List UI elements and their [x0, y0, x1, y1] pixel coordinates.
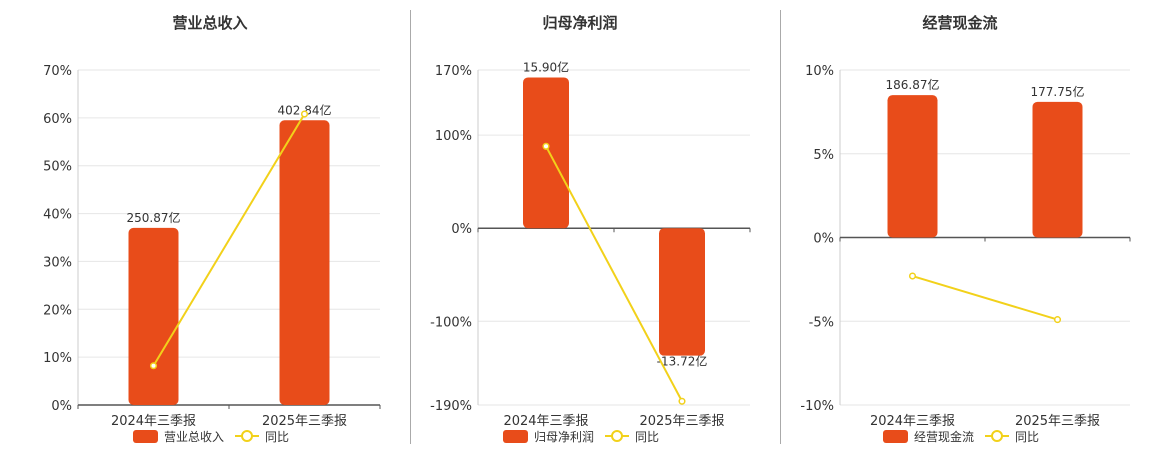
x-category-label: 2025年三季报 [639, 414, 724, 429]
chart-title: 归母净利润 [542, 14, 617, 32]
y-tick-label: 30% [43, 255, 72, 270]
y-tick-label: 0% [51, 399, 72, 414]
y-tick-label: 0% [451, 222, 472, 237]
bar-value-label: 177.75亿 [1031, 84, 1085, 99]
growth-line [545, 145, 683, 402]
y-tick-label: -190% [430, 399, 472, 414]
bar [659, 228, 705, 356]
x-category-label: 2025年三季报 [1015, 414, 1100, 429]
x-category-label: 2024年三季报 [870, 414, 955, 429]
legend-line-label[interactable]: 同比 [265, 430, 289, 444]
x-category-label: 2025年三季报 [262, 414, 347, 429]
legend-line-label[interactable]: 同比 [1015, 430, 1039, 444]
legend-line-marker[interactable] [611, 430, 623, 442]
bar-value-label: -13.72亿 [657, 354, 708, 369]
growth-point [1053, 316, 1062, 324]
growth-point [542, 142, 550, 150]
bar-value-label: 250.87亿 [127, 210, 181, 225]
y-tick-label: 10% [43, 351, 72, 366]
bar [1032, 101, 1083, 238]
y-tick-label: -5% [809, 315, 834, 330]
growth-point [300, 110, 309, 118]
y-tick-label: 60% [43, 112, 72, 127]
legend-bar-label[interactable]: 营业总收入 [164, 430, 224, 444]
bar-value-label: 186.87亿 [886, 77, 940, 92]
legend-bar-label[interactable]: 归母净利润 [534, 430, 594, 444]
growth-line [912, 275, 1058, 321]
legend-line-label[interactable]: 同比 [635, 430, 659, 444]
bar-value-label: 402.84亿 [278, 102, 332, 117]
growth-point [908, 272, 917, 280]
y-tick-label: 170% [435, 64, 472, 79]
y-tick-label: 50% [43, 160, 72, 175]
legend-bar-swatch[interactable] [503, 430, 528, 443]
bar [279, 120, 330, 405]
y-tick-label: 100% [435, 129, 472, 144]
y-tick-label: 0% [813, 232, 834, 247]
legend-bar-label[interactable]: 经营现金流 [914, 429, 974, 444]
y-tick-label: -100% [430, 315, 472, 330]
chart-title: 营业总收入 [172, 14, 247, 32]
growth-line [152, 113, 306, 367]
legend-bar-swatch[interactable] [133, 430, 158, 443]
bar [128, 227, 179, 405]
y-tick-label: 10% [805, 64, 834, 79]
legend-line-marker[interactable] [991, 430, 1003, 442]
legend-line-marker[interactable] [241, 430, 253, 442]
y-tick-label: 40% [43, 208, 72, 223]
growth-point [678, 397, 686, 405]
y-tick-label: 5% [813, 148, 834, 163]
chart-title: 经营现金流 [922, 14, 997, 32]
bar [523, 77, 569, 229]
x-category-label: 2024年三季报 [111, 414, 196, 429]
y-tick-label: 70% [43, 64, 72, 79]
x-category-label: 2024年三季报 [503, 414, 588, 429]
bar-value-label: 15.90亿 [523, 59, 569, 74]
bar [887, 95, 938, 238]
legend-bar-swatch[interactable] [883, 430, 908, 443]
y-tick-label: -10% [800, 399, 834, 414]
y-tick-label: 20% [43, 303, 72, 318]
growth-point [149, 362, 158, 370]
